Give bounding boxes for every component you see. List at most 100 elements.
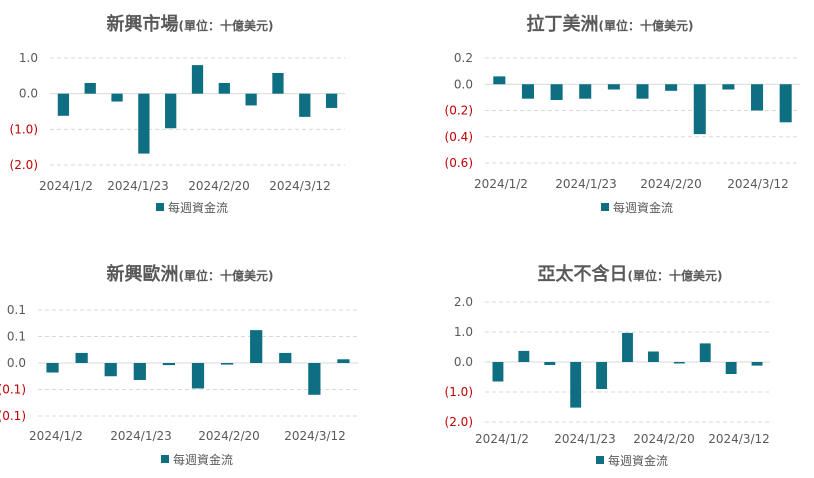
bar: [693, 84, 706, 135]
bar: [308, 363, 321, 395]
legend-label: 每週資金流: [168, 200, 228, 215]
bar: [84, 82, 96, 94]
y-tick-label: 0.0: [454, 355, 473, 369]
x-tick-label: 2024/1/23: [555, 177, 617, 191]
legend-swatch: [156, 203, 164, 211]
bar: [75, 352, 88, 363]
bar: [550, 84, 563, 100]
y-tick-label: (1.0): [445, 385, 473, 399]
chart-title: 新興市場(單位：十億美元): [107, 13, 274, 35]
chart-emerging-markets: 新興市場(單位：十億美元) 1.0 0.0 (1.0) (2.0) 2024/1/2 202…: [0, 0, 400, 230]
bar: [725, 362, 737, 374]
bar: [636, 84, 649, 99]
y-tick-label: (2.0): [445, 415, 473, 429]
x-tick-label: 2024/1/2: [39, 179, 93, 193]
bar: [544, 362, 556, 365]
legend-swatch: [161, 455, 169, 463]
bar: [165, 93, 177, 129]
chart-title-unit: (單位：十億美元): [179, 18, 274, 33]
bar: [138, 93, 150, 154]
chart-title-main: 新興歐洲: [107, 263, 179, 285]
legend-swatch: [601, 203, 609, 211]
x-tick-label: 2024/1/2: [474, 177, 528, 191]
chart-svg: 亞太不含日(單位：十億美元)2.01.00.0(1.0)(2.0)2024/1/…: [445, 263, 770, 468]
legend-label: 每週資金流: [613, 200, 673, 215]
bar: [299, 93, 311, 117]
bar: [272, 72, 284, 94]
chart-emerging-europe: 新興歐洲(單位：十億美元) 0.1 0.1 0.0 (0.1) (0.1) 2024/1/2…: [0, 250, 400, 478]
bar: [133, 363, 146, 380]
chart-latin-america: 拉丁美洲(單位：十億美元) 0.2 0.0 (0.2) (0.4) (0.6) 2024/1…: [405, 0, 814, 230]
bar: [493, 76, 506, 85]
x-tick-label: 2024/2/20: [633, 432, 695, 446]
bar: [722, 84, 735, 90]
y-tick-label: 1.0: [19, 51, 38, 65]
chart-svg: 新興歐洲(單位：十億美元)0.10.10.0(0.1)(0.1)2024/1/2…: [0, 263, 358, 467]
x-tick-label: 2024/1/2: [475, 432, 529, 446]
y-tick-label: (0.6): [445, 156, 473, 170]
bar: [57, 93, 70, 116]
x-tick-label: 2024/1/23: [554, 432, 616, 446]
y-tick-label: 1.0: [454, 325, 473, 339]
y-tick-label: 0.0: [19, 87, 38, 101]
y-tick-label: (0.4): [445, 130, 473, 144]
x-tick-label: 2024/3/12: [727, 177, 789, 191]
bar: [191, 363, 205, 389]
bar: [518, 350, 530, 362]
chart-title-main: 亞太不含日: [538, 263, 628, 285]
x-tick-label: 2024/3/12: [284, 429, 346, 443]
chart-title: 亞太不含日(單位：十億美元): [538, 263, 723, 285]
x-tick-label: 2024/1/23: [110, 429, 172, 443]
bar: [162, 363, 176, 366]
chart-title: 拉丁美洲(單位：十億美元): [527, 13, 694, 35]
y-tick-label: (0.1): [0, 383, 26, 397]
y-tick-label: (0.2): [445, 104, 473, 118]
bar: [111, 93, 123, 102]
legend-swatch: [596, 456, 604, 464]
bar: [779, 84, 792, 123]
y-tick-label: 2.0: [454, 295, 473, 309]
x-tick-label: 2024/1/2: [29, 429, 83, 443]
legend: 每週資金流: [161, 452, 233, 467]
bar: [250, 330, 263, 363]
x-tick-label: 2024/3/12: [269, 179, 331, 193]
legend: 每週資金流: [601, 200, 673, 215]
chart-title-unit: (單位：十億美元): [599, 18, 694, 33]
legend-label: 每週資金流: [173, 452, 233, 467]
chart-asia-pacific-ex-japan: 亞太不含日(單位：十億美元) 2.0 1.0 0.0 (1.0) (2.0) 2024/1/…: [405, 250, 814, 478]
y-tick-label: 0.1: [7, 303, 26, 317]
legend-label: 每週資金流: [608, 453, 668, 468]
bar: [570, 362, 582, 408]
bar: [699, 343, 711, 362]
bar: [245, 93, 257, 106]
bar: [607, 84, 620, 90]
chart-svg: 拉丁美洲(單位：十億美元)0.20.0(0.2)(0.4)(0.6)2024/1…: [445, 13, 800, 215]
y-tick-label: 0.1: [7, 330, 26, 344]
chart-title-main: 拉丁美洲: [527, 13, 599, 35]
y-tick-label: 0.0: [7, 356, 26, 370]
x-tick-label: 2024/1/23: [107, 179, 169, 193]
bar: [647, 351, 659, 362]
y-tick-label: (2.0): [10, 158, 38, 172]
legend: 每週資金流: [156, 200, 228, 215]
y-tick-label: (0.1): [0, 409, 26, 423]
y-tick-label: 0.0: [454, 77, 473, 91]
bar: [279, 352, 292, 363]
chart-title-unit: (單位：十億美元): [628, 268, 723, 283]
bar: [104, 363, 117, 377]
chart-svg: 新興市場(單位：十億美元) 1.0 0.0 (1.0) (2.0)2024/1/2 202…: [10, 13, 345, 215]
bar: [46, 363, 59, 373]
chart-title-main: 新興市場: [107, 13, 179, 35]
bar: [521, 84, 534, 99]
chart-title: 新興歐洲(單位：十億美元): [107, 263, 274, 285]
bar: [191, 65, 204, 94]
chart-title-unit: (單位：十億美元): [179, 268, 274, 283]
bar: [665, 84, 678, 91]
legend: 每週資金流: [596, 453, 668, 468]
bar: [579, 84, 592, 99]
bar: [220, 363, 234, 365]
x-tick-label: 2024/2/20: [198, 429, 260, 443]
bar: [622, 332, 633, 362]
x-tick-label: 2024/3/12: [708, 432, 770, 446]
y-tick-label: (1.0): [10, 122, 38, 136]
